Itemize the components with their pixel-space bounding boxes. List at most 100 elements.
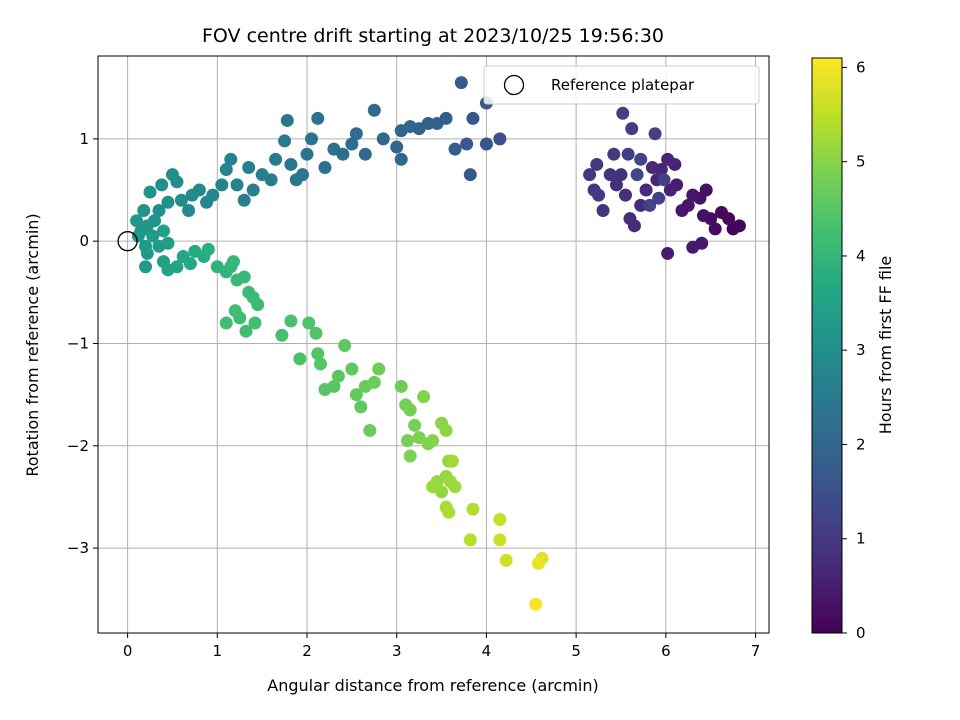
data-point <box>284 314 298 328</box>
data-point <box>278 134 292 148</box>
data-point <box>493 512 507 526</box>
data-point <box>338 339 352 353</box>
colorbar-tick-label: 2 <box>856 435 866 453</box>
data-point <box>161 195 175 209</box>
data-point <box>201 242 215 256</box>
x-tick-label: 2 <box>302 642 312 660</box>
data-point <box>686 188 700 202</box>
data-point <box>448 480 462 494</box>
data-point <box>305 132 318 146</box>
chart-title: FOV centre drift starting at 2023/10/25 … <box>202 25 664 47</box>
data-point <box>442 505 456 519</box>
data-point <box>309 326 323 340</box>
colorbar-tick-label: 5 <box>856 153 866 171</box>
data-point <box>318 161 332 175</box>
x-tick-label: 1 <box>213 642 223 660</box>
data-point <box>182 203 196 217</box>
data-point <box>732 219 746 233</box>
data-point <box>675 203 689 217</box>
data-point <box>161 236 175 250</box>
data-point <box>372 362 386 376</box>
data-point <box>248 316 262 330</box>
data-point <box>634 198 648 212</box>
data-point <box>354 400 368 414</box>
data-point <box>466 111 480 125</box>
data-point <box>349 388 363 402</box>
y-tick-label: −2 <box>67 437 89 455</box>
colorbar-ticks: 0 1 2 3 4 5 6 <box>842 58 866 642</box>
data-point <box>302 316 316 330</box>
data-point <box>165 168 179 182</box>
data-point <box>152 203 166 217</box>
data-point <box>607 147 621 161</box>
data-point <box>661 152 675 166</box>
data-point <box>403 403 417 417</box>
data-point <box>185 188 199 202</box>
x-tick-label: 7 <box>751 642 761 660</box>
y-tick-label: 1 <box>79 130 89 148</box>
data-point <box>697 209 711 223</box>
data-point <box>170 260 184 274</box>
data-point <box>493 132 507 146</box>
y-axis-label: Rotation from reference (arcmin) <box>23 213 42 476</box>
data-point <box>289 173 303 187</box>
data-point <box>293 352 307 366</box>
data-point <box>183 257 197 271</box>
data-point <box>648 127 662 141</box>
data-point <box>311 111 325 125</box>
data-point <box>454 76 468 90</box>
data-point <box>403 449 417 463</box>
data-point <box>499 553 513 567</box>
data-point <box>345 362 359 376</box>
data-point <box>657 173 671 187</box>
colorbar-tick-label: 0 <box>856 624 866 642</box>
x-tick-label: 0 <box>123 642 133 660</box>
data-point <box>131 229 145 243</box>
data-point <box>251 298 265 312</box>
data-point <box>630 168 644 182</box>
data-point <box>663 183 677 197</box>
data-point <box>493 533 507 547</box>
data-point <box>426 480 440 494</box>
data-point <box>587 183 601 197</box>
data-point <box>439 423 453 437</box>
data-point <box>363 423 377 437</box>
legend: Reference platepar <box>483 65 760 105</box>
colorbar-tick-label: 6 <box>856 58 866 76</box>
legend-label: Reference platepar <box>551 76 695 94</box>
data-point <box>155 178 169 192</box>
data-point <box>652 191 666 205</box>
data-point <box>140 246 154 260</box>
data-point <box>275 328 289 342</box>
data-point <box>596 203 610 217</box>
data-point <box>224 152 238 166</box>
data-point <box>246 183 260 197</box>
data-point <box>237 193 251 207</box>
data-point <box>639 183 653 197</box>
colorbar: 0 1 2 3 4 5 6 Hours from first FF file <box>811 57 895 642</box>
colorbar-gradient <box>811 57 843 634</box>
data-point <box>643 198 657 212</box>
data-point <box>313 357 327 371</box>
x-axis-label: Angular distance from reference (arcmin) <box>267 676 598 695</box>
data-point <box>146 229 160 243</box>
data-point <box>394 152 408 166</box>
data-point <box>618 188 632 202</box>
data-point <box>394 124 408 138</box>
data-point <box>621 147 635 161</box>
data-point <box>408 418 422 432</box>
colorbar-tick-label: 3 <box>856 341 866 359</box>
data-point <box>714 206 728 220</box>
colorbar-tick-label: 1 <box>856 530 866 548</box>
data-point <box>367 103 381 117</box>
data-point <box>614 168 628 182</box>
data-point <box>219 316 233 330</box>
data-point <box>143 185 157 199</box>
data-point <box>583 168 597 182</box>
data-point <box>466 502 480 516</box>
data-point <box>242 161 256 175</box>
data-point <box>610 178 623 192</box>
x-tick-label: 4 <box>482 642 492 660</box>
data-point <box>137 203 151 217</box>
data-point <box>367 375 381 389</box>
